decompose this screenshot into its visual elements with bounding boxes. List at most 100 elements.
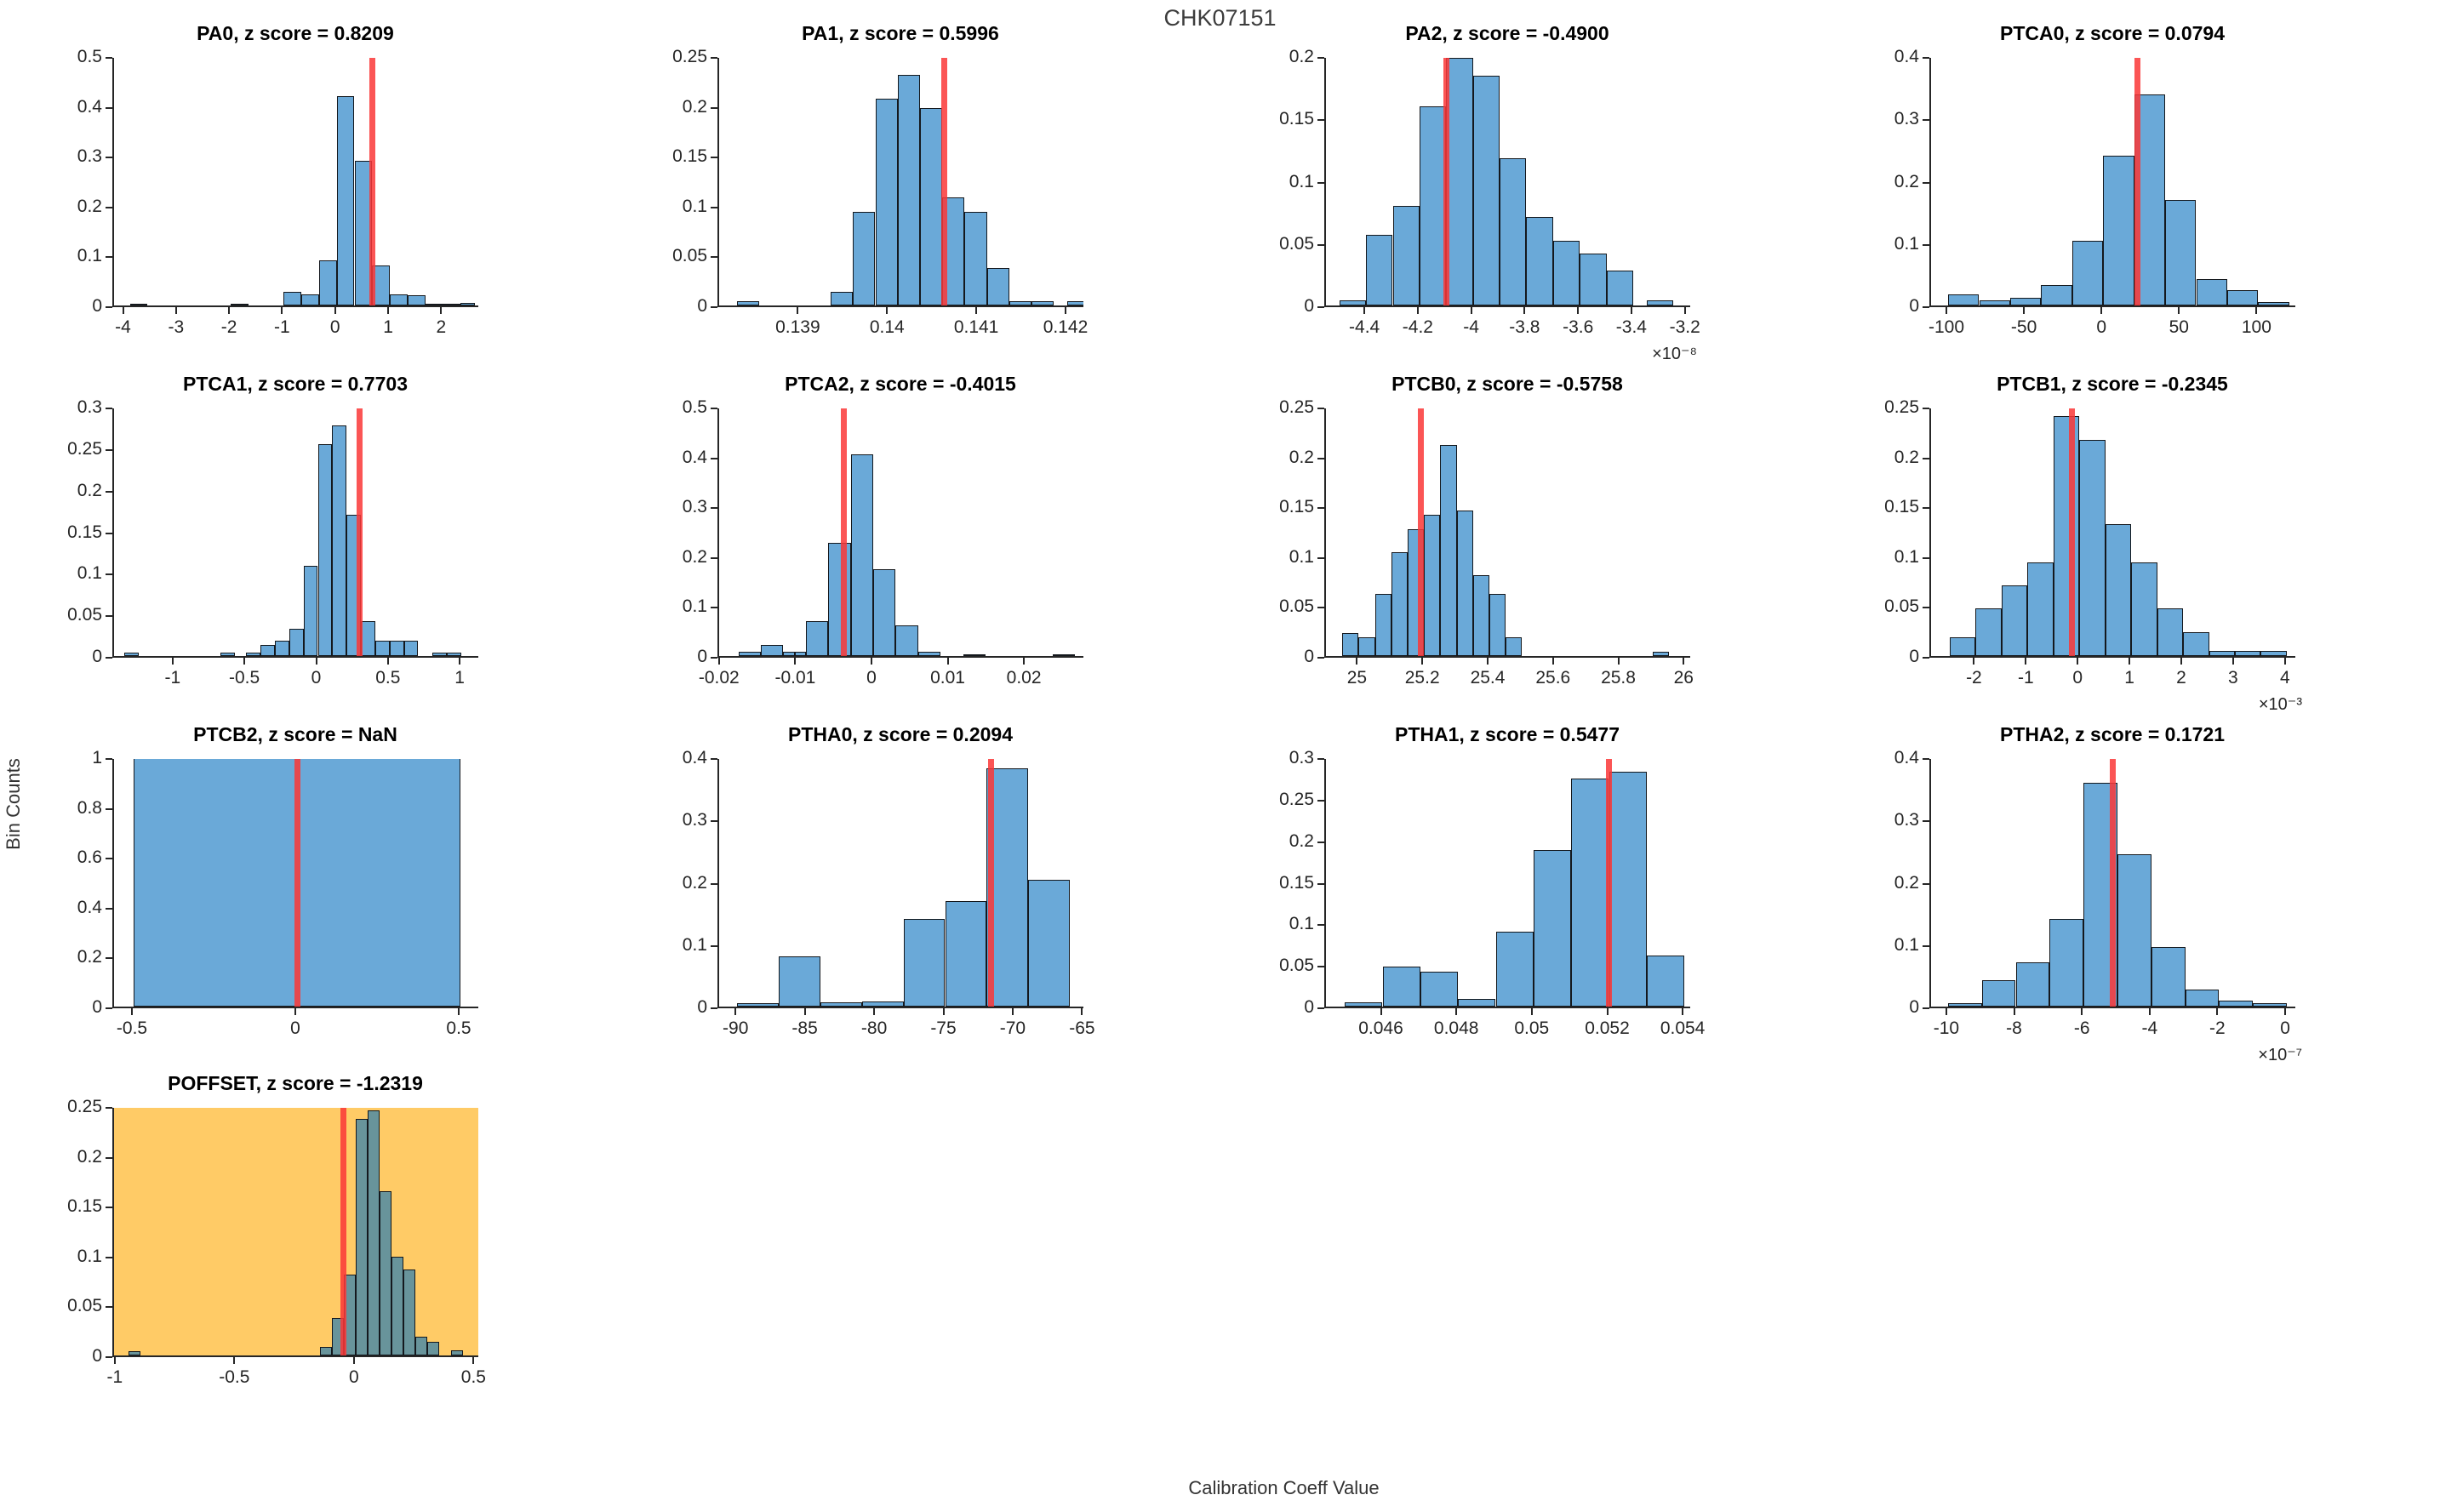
plot-area xyxy=(1324,408,1690,658)
histogram-bar xyxy=(1358,636,1375,656)
plot-area xyxy=(717,759,1083,1008)
histogram-bar xyxy=(2185,989,2220,1007)
y-tick xyxy=(711,1007,717,1009)
subplot-ptca0: PTCA0, z score = 0.0794 -100 -50 0 50 100 0 0.1… xyxy=(1894,22,2295,337)
y-tick xyxy=(711,657,717,659)
observed-value-line xyxy=(294,759,300,1007)
histogram-bar xyxy=(1440,444,1457,656)
x-tick-label: 0 xyxy=(2096,317,2107,337)
histogram-bar xyxy=(128,1351,140,1355)
x-tick xyxy=(1617,658,1620,665)
x-axis-exponent-label: ×10⁻³ xyxy=(2258,695,2302,714)
x-tick-label: -0.01 xyxy=(774,668,816,688)
histogram-bar xyxy=(1472,76,1500,305)
y-tick xyxy=(1923,243,1929,246)
plot-area xyxy=(717,408,1083,658)
y-tick-label: 0.1 xyxy=(1289,914,1314,934)
histogram-bar xyxy=(783,652,795,656)
histogram-bar xyxy=(1979,300,2010,305)
x-tick-label: 0.05 xyxy=(1514,1018,1550,1038)
y-tick-label: 0.3 xyxy=(682,810,707,830)
histogram-bar xyxy=(2157,608,2184,656)
histogram-bar xyxy=(873,569,895,656)
histogram-bar xyxy=(2258,302,2289,305)
y-tick-label: 0.1 xyxy=(1894,546,1919,567)
histogram-bar xyxy=(2015,962,2050,1007)
y-tick-label: 0.05 xyxy=(1279,956,1314,976)
x-tick-label: 1 xyxy=(383,317,393,337)
y-tick xyxy=(1317,882,1324,885)
x-tick-label: 0 xyxy=(311,668,322,688)
histogram-bar xyxy=(851,454,873,656)
plot-area xyxy=(1929,408,2295,658)
x-tick-label: 0 xyxy=(290,1018,300,1038)
x-tick xyxy=(2178,307,2180,314)
x-tick xyxy=(975,307,978,314)
observed-value-line xyxy=(340,1108,347,1355)
y-tick-label: 0 xyxy=(92,296,102,316)
histogram-bar xyxy=(2196,278,2227,305)
y-tick xyxy=(106,57,112,59)
x-tick-label: 0.5 xyxy=(375,668,401,688)
x-tick xyxy=(294,1008,296,1015)
y-tick xyxy=(106,1207,112,1209)
histogram-bar xyxy=(1949,636,1976,656)
y-tick xyxy=(1923,1007,1929,1009)
histogram-bar xyxy=(374,641,390,656)
y-tick xyxy=(106,206,112,208)
plot-title: PTCA2, z score = -0.4015 xyxy=(785,373,1016,395)
histogram-bar xyxy=(403,1270,416,1355)
histogram-bar xyxy=(447,653,462,656)
x-tick-label: 0.141 xyxy=(953,317,999,337)
x-tick xyxy=(1973,658,1975,665)
y-tick xyxy=(1317,243,1324,246)
y-tick-label: 0.2 xyxy=(1894,872,1919,893)
y-tick-label: 0.2 xyxy=(77,947,102,967)
plot-title: PTCB0, z score = -0.5758 xyxy=(1391,373,1623,395)
subplot-pa2: PA2, z score = -0.4900 -4.4 -4.2 -4 -3.8 -3.6… xyxy=(1279,22,1700,363)
x-tick xyxy=(2023,307,2026,314)
y-tick xyxy=(1317,556,1324,559)
x-tick xyxy=(472,1357,475,1364)
x-tick xyxy=(1470,307,1472,314)
y-tick xyxy=(1317,657,1324,659)
y-tick-label: 0 xyxy=(1304,296,1314,316)
histogram-bar xyxy=(2165,199,2197,305)
histogram-bar xyxy=(1500,158,1527,305)
y-tick-label: 0.4 xyxy=(77,96,102,117)
x-tick xyxy=(1683,307,1686,314)
histogram-bar xyxy=(1009,301,1032,305)
x-tick xyxy=(873,1008,876,1015)
histogram-bar xyxy=(2117,853,2151,1007)
y-tick xyxy=(106,306,112,308)
histogram-bar xyxy=(2253,1003,2287,1007)
subplot-ptcb0: PTCB0, z score = -0.5758 25 25.2 25.4 25.6 25… xyxy=(1279,373,1694,688)
x-tick-label: -0.5 xyxy=(229,668,260,688)
plot-area xyxy=(717,58,1083,307)
histogram-bar xyxy=(1342,633,1359,656)
y-tick-label: 0.3 xyxy=(1894,109,1919,129)
x-tick-label: -10 xyxy=(1933,1018,1960,1038)
x-tick-label: -70 xyxy=(999,1018,1026,1038)
y-tick xyxy=(106,957,112,960)
histogram-bar xyxy=(986,267,1009,305)
histogram-bar xyxy=(460,303,475,305)
histogram-bar xyxy=(964,211,987,305)
subplot-ptca1: PTCA1, z score = 0.7703 -1 -0.5 0 0.5 1 0 0.05 0… xyxy=(67,373,478,688)
y-tick xyxy=(106,758,112,760)
histogram-bar xyxy=(820,1001,862,1007)
y-tick xyxy=(1317,119,1324,122)
y-tick-label: 0.5 xyxy=(77,47,102,66)
x-tick xyxy=(717,658,720,665)
x-tick xyxy=(1356,658,1358,665)
histogram-bar xyxy=(389,641,404,656)
x-tick-label: -1 xyxy=(2017,668,2034,688)
x-tick xyxy=(886,307,889,314)
x-tick xyxy=(233,1357,236,1364)
histogram-bar xyxy=(779,956,820,1007)
y-tick xyxy=(106,807,112,810)
x-tick-label: 0.052 xyxy=(1585,1018,1630,1038)
y-tick-label: 0.2 xyxy=(1894,447,1919,467)
histogram-bar xyxy=(945,900,987,1007)
plot-area xyxy=(1929,58,2295,307)
